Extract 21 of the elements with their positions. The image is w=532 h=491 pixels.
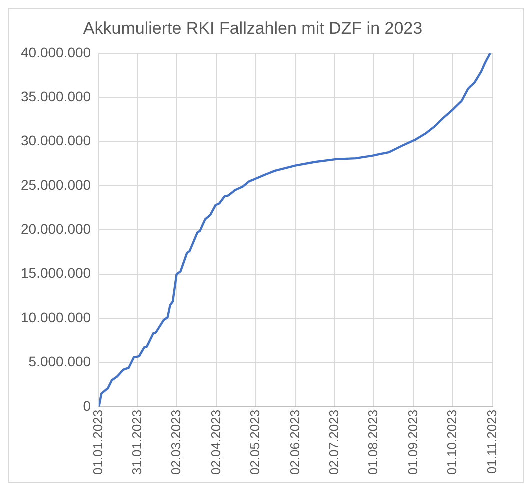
x-tick-label: 02.05.2023 <box>247 410 262 476</box>
y-tick-label: 10.000.000 <box>20 309 92 326</box>
y-tick-label: 35.000.000 <box>20 88 92 104</box>
y-tick-label: 40.000.000 <box>20 44 92 60</box>
y-tick-label: 15.000.000 <box>20 265 92 282</box>
x-tick-label: 01.01.2023 <box>90 410 106 476</box>
x-tick-label: 01.09.2023 <box>406 410 421 476</box>
chart-title: Akkumulierte RKI Fallzahlen mit DZF in 2023 <box>83 18 423 38</box>
y-tick-label: 5.000.000 <box>28 354 92 370</box>
x-tick-label: 02.04.2023 <box>208 410 224 476</box>
x-tick-label: 01.10.2023 <box>444 410 460 476</box>
x-tick-label: 02.06.2023 <box>288 410 303 476</box>
x-tick-label: 02.03.2023 <box>168 410 184 476</box>
x-tick-label: 01.11.2023 <box>484 410 500 474</box>
y-tick-label: 25.000.000 <box>20 176 92 193</box>
y-tick-label: 0 <box>83 398 92 414</box>
x-tick-label: 02.07.2023 <box>326 410 342 476</box>
y-tick-label: 30.000.000 <box>20 132 92 149</box>
x-tick-label: 01.08.2023 <box>365 410 380 476</box>
y-tick-label: 20.000.000 <box>20 221 92 238</box>
x-tick-label: 31.01.2023 <box>130 410 145 476</box>
